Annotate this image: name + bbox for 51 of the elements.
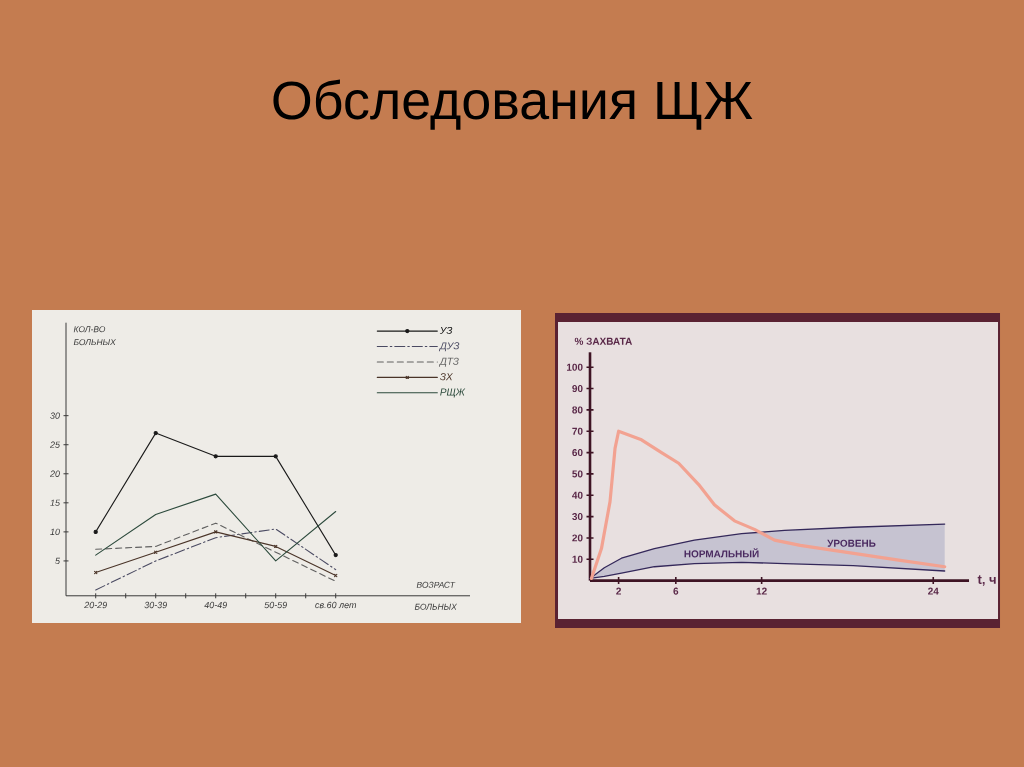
y-tick-label: 20 xyxy=(572,534,583,542)
y-axis-title: КОЛ-ВО БОЛЬНЫХ xyxy=(73,326,116,346)
y-tick-label: 5 xyxy=(55,557,61,565)
text: УЗ xyxy=(439,326,453,334)
x-axis-title: t, ч xyxy=(977,575,996,586)
y-axis-title: % ЗАХВАТА xyxy=(574,337,633,345)
x-tick-label: 30-39 xyxy=(144,601,167,609)
line-series xyxy=(95,493,337,562)
x-tick-label: 40-49 xyxy=(204,601,227,609)
x-tick-label: 6 xyxy=(673,587,679,595)
line-series xyxy=(589,429,947,581)
x-tick-label: 24 xyxy=(928,587,939,595)
x-tick-label: 50-59 xyxy=(264,601,287,609)
point xyxy=(274,544,278,549)
y-tick-label: 80 xyxy=(572,406,583,414)
annotation: НОРМАЛЬНЫЙ xyxy=(684,548,759,558)
point xyxy=(153,430,158,436)
x-tick-label: 12 xyxy=(756,587,767,595)
point xyxy=(214,530,218,534)
x-tick-label: св.60 лет xyxy=(315,601,357,609)
text: ЗХ xyxy=(439,373,453,381)
y-tick-label: 30 xyxy=(50,412,60,419)
point xyxy=(154,550,158,554)
y-tick-label: 60 xyxy=(572,449,583,457)
point xyxy=(94,570,98,575)
y-tick-label: 40 xyxy=(572,491,583,499)
x-tick-label: 2 xyxy=(616,587,621,595)
y-tick-label: 10 xyxy=(50,528,60,536)
text: ВОЗРАСТ БОЛЬНЫХ xyxy=(414,581,458,610)
y-tick-label: 20 xyxy=(49,470,60,477)
text: Обследования ЩЖ xyxy=(273,79,753,130)
y-tick-label: 90 xyxy=(572,385,583,393)
y-tick-label: 15 xyxy=(50,499,61,506)
text: ДТЗ xyxy=(438,357,459,367)
annotation: УРОВЕНЬ xyxy=(827,539,876,547)
line-series xyxy=(95,528,337,591)
point xyxy=(333,552,338,558)
y-tick-label: 10 xyxy=(572,555,583,563)
line-series xyxy=(95,522,337,582)
y-tick-label: 70 xyxy=(572,427,583,435)
point xyxy=(93,529,98,535)
y-tick-label: 100 xyxy=(566,363,583,371)
text: ДУЗ xyxy=(438,342,460,352)
y-tick-label: 25 xyxy=(49,441,61,448)
text: РЩЖ xyxy=(440,388,466,398)
point xyxy=(334,573,338,578)
y-tick-label: 50 xyxy=(572,470,583,478)
point xyxy=(273,454,278,459)
y-tick-label: 30 xyxy=(572,513,583,521)
point xyxy=(213,454,218,459)
x-tick-label: 20-29 xyxy=(84,601,107,609)
